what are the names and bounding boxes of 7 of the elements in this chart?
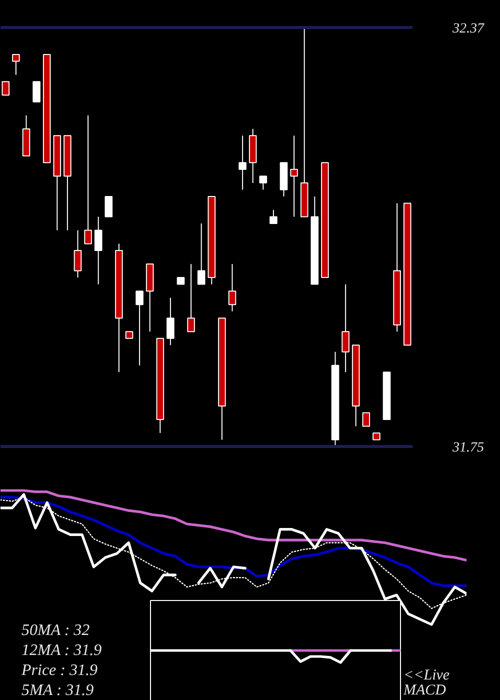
text: 12MA : 31.9 [22,642,102,659]
annotation: 50MA : 32 [22,622,90,639]
y-tick-label: 31.75 [452,440,484,456]
text: <<Live MACD [402,668,450,698]
y-tick-label: 32.37 [452,22,485,36]
text: 5MA : 31.9 [22,682,94,699]
text: Price : 31.9 [20,662,98,679]
